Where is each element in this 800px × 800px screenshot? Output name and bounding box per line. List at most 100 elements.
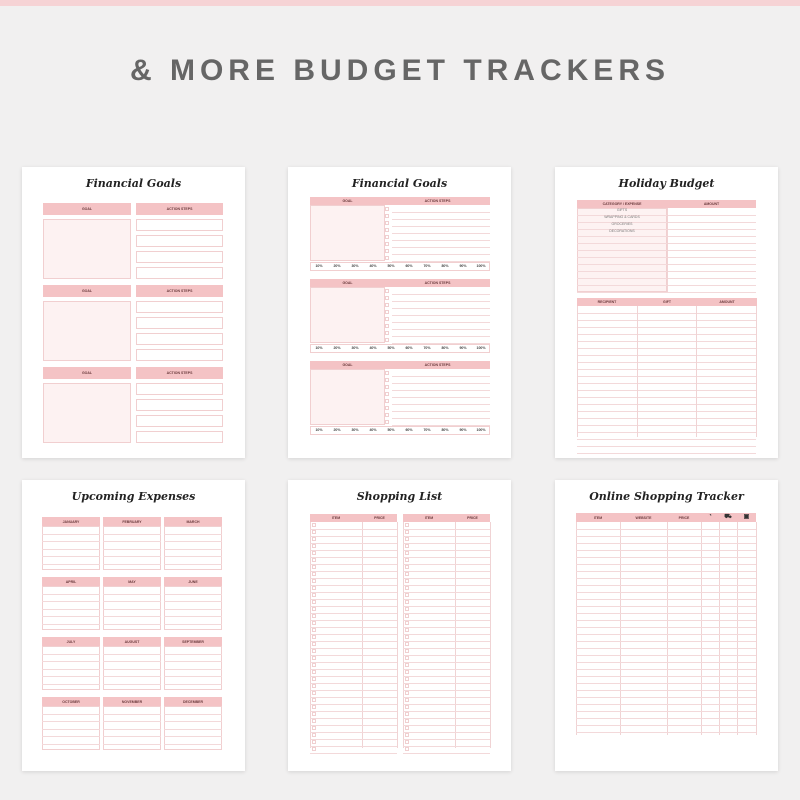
- row-line: [576, 634, 756, 635]
- table-line: [577, 404, 756, 405]
- step-checkbox: [385, 324, 389, 328]
- row-line: [576, 711, 756, 712]
- card-title: Online Shopping Tracker: [589, 490, 744, 503]
- card-upcoming-expenses: Upcoming Expenses JANUARY FEBRUARY MARCH APR…: [22, 480, 245, 771]
- table-divider: [576, 522, 577, 735]
- month-header: OCTOBER: [42, 697, 100, 706]
- item-checkbox: [312, 607, 316, 611]
- row-line: [403, 606, 490, 607]
- item-checkbox: [312, 614, 316, 618]
- row-line: [576, 550, 756, 551]
- page-heading: & MORE BUDGET TRACKERS: [129, 54, 670, 87]
- item-checkbox: [312, 558, 316, 562]
- row-line: [42, 556, 100, 557]
- row-line: [103, 556, 161, 557]
- table-line: [577, 446, 756, 447]
- row-line: [403, 711, 490, 712]
- row-line: [310, 599, 397, 600]
- month-box: [103, 706, 161, 750]
- col-header: AMOUNT: [697, 298, 757, 306]
- item-checkbox: [405, 663, 409, 667]
- row-line: [42, 608, 100, 610]
- row-line: [576, 683, 756, 684]
- progress-percent: 20%: [333, 264, 341, 268]
- month-box: [42, 526, 100, 570]
- table-line: [577, 229, 756, 230]
- row-line: [103, 563, 161, 565]
- table-line: [577, 264, 756, 265]
- row-line: [576, 606, 756, 607]
- month-header: JULY: [42, 637, 100, 646]
- action-step-line: [392, 343, 490, 344]
- table-line: [577, 222, 756, 223]
- item-checkbox: [405, 677, 409, 681]
- card-title: Shopping List: [356, 490, 443, 503]
- action-step-row: [136, 383, 223, 395]
- item-checkbox: [405, 705, 409, 709]
- step-checkbox: [385, 317, 389, 321]
- item-checkbox: [405, 628, 409, 632]
- progress-percent: 20%: [333, 346, 341, 350]
- card-title: Holiday Budget: [618, 177, 715, 190]
- action-step-line: [392, 376, 490, 377]
- table-divider: [403, 522, 404, 748]
- table-divider: [719, 522, 720, 735]
- item-checkbox: [405, 607, 409, 611]
- action-steps-header: ACTION STEPS: [136, 367, 223, 379]
- row-line: [164, 601, 222, 602]
- row-line: [576, 613, 756, 614]
- goal-box: [43, 219, 131, 279]
- row-line: [310, 578, 397, 579]
- item-checkbox: [405, 544, 409, 548]
- table-divider: [756, 522, 757, 735]
- goal-header: GOAL: [310, 279, 385, 287]
- row-line: [103, 728, 161, 730]
- action-step-line: [392, 425, 490, 426]
- delivered-box-icon: ▣: [743, 514, 750, 520]
- row-line: [576, 536, 756, 537]
- item-checkbox: [405, 537, 409, 541]
- progress-percent: 60%: [405, 264, 413, 268]
- table-line: [577, 418, 756, 419]
- item-checkbox: [312, 586, 316, 590]
- goal-header: GOAL: [43, 367, 131, 379]
- step-checkbox: [385, 420, 389, 424]
- progress-percent: 10%: [315, 346, 323, 350]
- action-step-line: [392, 226, 490, 227]
- item-checkbox: [312, 705, 316, 709]
- row-line: [310, 662, 397, 663]
- row-line: [103, 593, 161, 595]
- table-line: [577, 271, 756, 272]
- row-line: [164, 623, 222, 625]
- action-step-line: [392, 315, 490, 316]
- goal-box: [310, 369, 385, 425]
- month-header: APRIL: [42, 577, 100, 586]
- item-checkbox: [312, 621, 316, 625]
- row-line: [576, 543, 756, 544]
- row-line: [310, 753, 397, 754]
- item-checkbox: [405, 642, 409, 646]
- item-checkbox: [405, 593, 409, 597]
- row-line: [576, 571, 756, 572]
- item-checkbox: [405, 530, 409, 534]
- action-step-line: [392, 336, 490, 337]
- row-line: [164, 548, 222, 550]
- item-checkbox: [312, 572, 316, 576]
- row-line: [310, 711, 397, 712]
- top-accent-bar: [0, 0, 800, 6]
- row-line: [576, 620, 756, 621]
- row-line: [103, 713, 161, 715]
- row-line: [403, 725, 490, 726]
- col-header: ◔: [701, 513, 719, 522]
- col-header: ▣: [737, 513, 756, 522]
- row-line: [576, 627, 756, 628]
- row-line: [164, 743, 222, 745]
- table-line: [577, 285, 756, 286]
- item-checkbox: [312, 656, 316, 660]
- category-label: WRAPPING & CARDS: [604, 215, 640, 219]
- card-holiday-budget: Holiday Budget CATEGORY / EXPENSE AMOUNT GI…: [555, 167, 778, 458]
- row-line: [310, 690, 397, 691]
- item-checkbox: [312, 649, 316, 653]
- card-financial-goals: Financial Goals GOAL ACTION STEPS GOAL ACTIO…: [22, 167, 245, 458]
- row-line: [576, 585, 756, 586]
